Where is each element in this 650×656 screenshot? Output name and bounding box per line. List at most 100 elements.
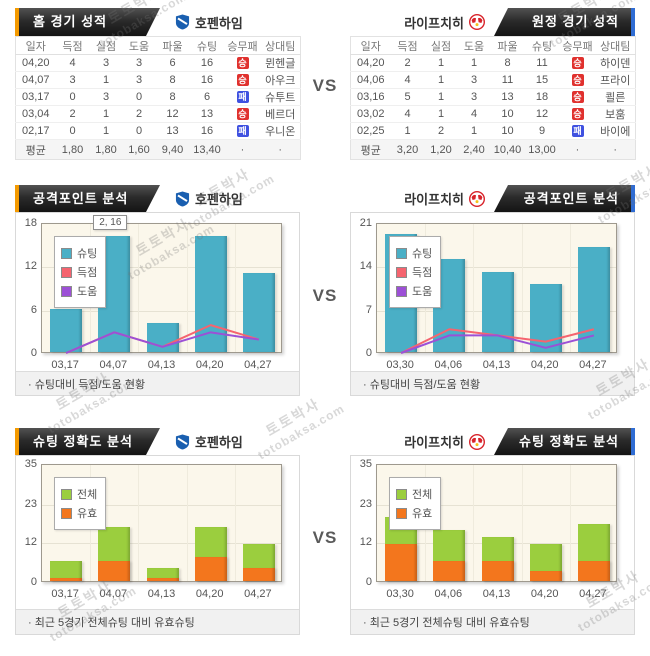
average-cell: 10,40	[490, 139, 525, 160]
line-series-layer	[65, 324, 260, 354]
away-record-table: 일자 득점 실점 도움 파울 슈팅 승무패 상대팀 04,20 2 1 1 8 11 승 하이덴 04,06 4…	[350, 36, 636, 160]
legend-label: 전체	[412, 489, 433, 501]
gridline	[42, 505, 281, 507]
x-axis-label: 03,17	[51, 359, 79, 371]
column-header: 파울	[155, 36, 190, 55]
x-axis-label: 03,17	[51, 588, 79, 600]
유효-bar[interactable]	[98, 560, 131, 581]
y-axis-label: 0	[30, 576, 37, 588]
home-record-header: 홈 경기 성적 호펜하임	[15, 8, 300, 36]
plot-area: 슈팅 득점 도움	[41, 223, 282, 354]
column-header: 상대팀	[595, 36, 636, 55]
전체-bar[interactable]	[50, 560, 83, 581]
table-cell: 16	[189, 71, 225, 89]
legend-item: 유효	[61, 505, 97, 521]
table-cell: 02,25	[350, 122, 391, 140]
away-record-card: 라이프치히 원정 경기 성적 일자 득점 실점 도움 파울 슈팅 승무패 상대팀 04,20 2…	[350, 8, 636, 160]
result-cell: 승	[224, 54, 261, 72]
table-cell: 3	[55, 71, 90, 89]
유효-bar[interactable]	[433, 560, 466, 581]
win-badge: 승	[571, 91, 584, 103]
legend-color-chip	[396, 507, 407, 519]
table-cell: 바이에	[595, 122, 636, 140]
유효-bar[interactable]	[529, 570, 562, 581]
home-record-table-body: 04,20 4 3 3 6 16 승 뮌헨글 04,07 3 1 3 8 16 승 아우크 03,17 0 3 0 8 6…	[15, 54, 301, 160]
away-accuracy-chart: 전체 유효 0 12 23 35 03,30 04,06 04,13 04,20 04,27	[351, 456, 634, 609]
유효-bar[interactable]	[146, 577, 179, 581]
legend-label: 도움	[77, 286, 98, 298]
gridline	[186, 224, 188, 352]
home-record-title-ribbon: 홈 경기 성적	[19, 8, 160, 36]
home-record-table: 일자 득점 실점 도움 파울 슈팅 승무패 상대팀 04,20 4 3 3 6 16 승 뮌헨글 04,07 3…	[15, 36, 301, 160]
away-attack-title: 공격포인트 분석	[523, 191, 619, 206]
gridline	[42, 267, 281, 269]
table-cell: 0	[122, 122, 156, 140]
home-attack-header: 공격포인트 분석 호펜하임	[15, 185, 300, 212]
유효-bar[interactable]	[50, 577, 83, 581]
legend-item: 도움	[396, 283, 432, 299]
away-attack-title-ribbon: 공격포인트 분석	[494, 185, 631, 212]
table-cell: 8	[155, 71, 190, 89]
x-axis-label: 04,27	[579, 588, 607, 600]
average-cell: ·	[595, 139, 636, 160]
유효-bar[interactable]	[481, 560, 514, 581]
away-attack-chart-card: 슈팅 득점 도움 0 7 14 21 03,30 04,06 04,13 04,20 04,27 · …	[350, 212, 635, 396]
y-axis-label: 12	[359, 535, 372, 548]
lose-badge: 패	[571, 125, 584, 137]
result-cell: 패	[559, 122, 596, 140]
away-record-title: 원정 경기 성적	[532, 14, 619, 29]
table-cell: 13	[189, 105, 225, 123]
home-accuracy-card: 슈팅 정확도 분석 호펜하임 전체 유효 0 12 23 35 03,17 04,07 04,1…	[15, 428, 300, 635]
away-team-name: 라이프치히	[404, 435, 464, 450]
leipzig-logo	[469, 190, 485, 207]
x-axis-label: 04,13	[482, 588, 511, 600]
유효-bar[interactable]	[194, 557, 227, 581]
y-axis-label: 6	[30, 303, 37, 316]
x-axis-label: 04,27	[244, 359, 272, 371]
table-cell: 뮌헨글	[260, 54, 301, 72]
average-label: 평균	[15, 139, 56, 160]
table-cell: 03,16	[350, 88, 391, 106]
table-cell: 6	[155, 54, 190, 72]
legend-item: 득점	[61, 264, 97, 280]
table-cell: 03,04	[15, 105, 56, 123]
유효-bar[interactable]	[577, 560, 610, 581]
table-cell: 0	[55, 88, 90, 106]
유효-bar[interactable]	[242, 567, 275, 581]
chart-legend: 슈팅 득점 도움	[54, 236, 107, 308]
legend-color-chip	[396, 285, 407, 297]
gridline	[473, 465, 475, 581]
table-cell: 8	[155, 88, 190, 106]
table-cell: 1	[424, 105, 458, 123]
average-cell: ·	[559, 139, 596, 160]
legend-label: 유효	[77, 508, 98, 520]
result-cell: 승	[559, 71, 596, 89]
x-axis-label: 04,07	[99, 588, 128, 600]
유효-bar[interactable]	[385, 543, 418, 581]
result-cell: 승	[559, 105, 596, 123]
슈팅-bar[interactable]	[50, 308, 83, 352]
column-header: 슈팅	[524, 36, 560, 55]
gridline	[42, 310, 281, 312]
orange-accent-bar	[15, 185, 19, 212]
슈팅-bar[interactable]	[577, 246, 610, 352]
y-axis-label: 0	[365, 576, 372, 588]
전체-bar[interactable]	[146, 567, 179, 581]
득점-line	[400, 328, 595, 354]
table-cell: 12	[524, 105, 560, 123]
legend-color-chip	[396, 266, 407, 278]
legend-color-chip	[396, 488, 407, 500]
gridline	[234, 224, 236, 352]
away-team-name: 라이프치히	[404, 15, 464, 31]
table-cell: 2	[424, 122, 458, 140]
table-row: 03,17 0 3 0 8 6 패 슈투트	[15, 88, 301, 106]
away-accuracy-header: 라이프치히 슈팅 정확도 분석	[350, 428, 635, 455]
column-header: 득점	[55, 36, 90, 55]
plot-area: 전체 유효	[41, 464, 282, 582]
away-attack-card: 라이프치히 공격포인트 분석 슈팅 득점 도움 0 7 14 21 03,30 04,06 04,…	[350, 185, 635, 396]
x-axis-label: 04,20	[195, 588, 224, 600]
average-cell: 1,20	[424, 139, 458, 160]
leipzig-logo	[469, 433, 485, 450]
table-cell: 2	[390, 54, 425, 72]
table-cell: 4	[390, 105, 425, 123]
